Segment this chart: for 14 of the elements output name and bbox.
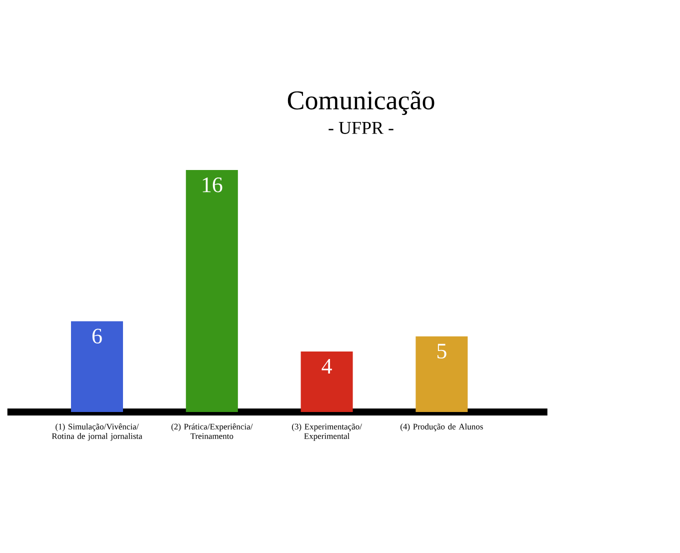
x-tick-label: (1) Simulação/Vivência/ Rotina de jornal jornalista <box>52 423 142 441</box>
data-label: 4 <box>322 359 332 374</box>
chart-title: Comunicação <box>288 91 434 115</box>
bar <box>71 321 124 412</box>
chart-subtitle: - UFPR - <box>328 122 394 134</box>
data-label: 5 <box>437 344 446 359</box>
x-tick-label: (3) Experimentação/ Experimental <box>292 424 362 441</box>
bar <box>416 336 468 412</box>
x-tick-label: (4) Produção de Alunos <box>400 424 483 432</box>
x-tick-label: (2) Prática/Experiência/ Treinamento <box>171 423 253 439</box>
data-label: 16 <box>202 178 222 192</box>
bar <box>300 351 353 412</box>
data-label: 6 <box>92 328 102 344</box>
bar <box>186 170 238 412</box>
